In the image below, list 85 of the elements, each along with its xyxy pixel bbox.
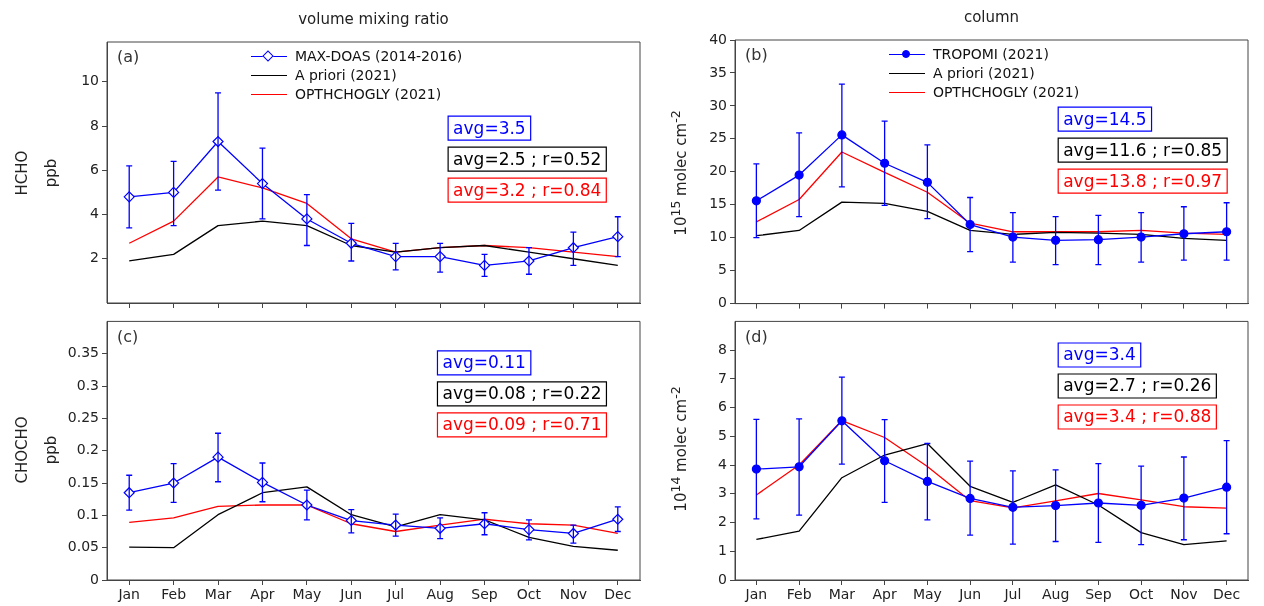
y-tick-label: 10: [81, 72, 99, 89]
chart-title: volume mixing ratio: [298, 10, 449, 28]
x-tick-label: Apr: [250, 586, 275, 603]
x-tick-label: Mar: [204, 586, 232, 603]
y-tick-label: 0: [90, 570, 99, 587]
y-tick-label: 0.1: [76, 505, 99, 522]
annotation: avg=3.5: [453, 117, 526, 138]
legend-label: OPTHCHOGLY (2021): [294, 85, 442, 105]
annotation: avg=2.7 ; r=0.26: [1063, 375, 1212, 396]
annotation: avg=11.6 ; r=0.85: [1063, 139, 1223, 160]
y-axis-title: ppb: [42, 158, 60, 187]
y-tick-label: 30: [709, 96, 727, 113]
annotation: (c): [117, 326, 139, 346]
y-tick-label: 7: [718, 369, 727, 386]
annotation: (a): [117, 47, 140, 67]
text: HCHO: [13, 150, 31, 195]
y-tick-label: 15: [709, 195, 727, 212]
chart-title: column: [963, 8, 1020, 26]
y-tick-label: 0.3: [76, 376, 99, 393]
x-tick-label: Aug: [1041, 586, 1070, 603]
y-tick-label: 0.35: [67, 344, 99, 361]
y-tick-label: 4: [718, 455, 728, 472]
annotation: avg=13.8 ; r=0.97: [1063, 170, 1223, 191]
y-tick-label: 8: [718, 340, 727, 357]
y-tick-label: 10: [709, 228, 727, 245]
y-tick-label: 0.25: [67, 409, 99, 426]
annotation: (d): [745, 326, 768, 346]
x-tick-label: Feb: [161, 586, 187, 603]
annotation: avg=0.11: [442, 352, 526, 373]
x-tick-label: Jan: [744, 586, 768, 603]
x-tick-label: Dec: [1213, 586, 1241, 603]
annotation: avg=0.08 ; r=0.22: [442, 383, 602, 404]
x-tick-label: May: [292, 586, 322, 603]
x-tick-label: Nov: [559, 586, 588, 603]
x-tick-label: May: [912, 586, 942, 603]
y-tick-label: 4: [90, 205, 100, 222]
x-tick-label: Nov: [1170, 586, 1198, 603]
y-tick-label: 35: [709, 63, 727, 80]
y-tick-label: 6: [718, 398, 728, 415]
x-tick-label: Aug: [426, 586, 454, 603]
annotation: avg=0.09 ; r=0.71: [442, 414, 602, 435]
legend-label: TROPOMI (2021): [932, 45, 1049, 65]
x-tick-label: Sep: [471, 586, 498, 603]
legend-label: A priori (2021): [294, 66, 397, 86]
x-tick-label: Jul: [386, 586, 405, 603]
y-tick-label: 0: [718, 294, 727, 311]
y-tick-label: 3: [718, 484, 727, 501]
point: [922, 476, 932, 487]
annotation: avg=3.4 ; r=0.88: [1063, 406, 1212, 427]
x-tick-label: Jan: [117, 586, 141, 603]
x-tick-label: Oct: [516, 586, 542, 603]
legend-label: OPTHCHOGLY (2021): [932, 83, 1080, 103]
x-tick-label: Apr: [872, 586, 897, 603]
x-tick-label: Mar: [828, 586, 856, 603]
point: [1051, 500, 1061, 511]
y-tick-label: 40: [709, 30, 727, 47]
y-tick-label: 5: [718, 426, 727, 443]
annotation: avg=3.2 ; r=0.84: [453, 179, 602, 200]
y-axis-title: ppb: [42, 435, 60, 465]
annotation: avg=14.5: [1063, 108, 1147, 129]
y-tick-label: 2: [90, 249, 99, 266]
y-tick-label: 6: [90, 160, 100, 177]
legend-label: A priori (2021): [932, 64, 1035, 84]
x-tick-label: Jun: [339, 586, 363, 603]
x-tick-label: Jul: [1003, 586, 1022, 603]
legend-label: MAX-DOAS (2014-2016): [294, 47, 463, 67]
annotation: avg=3.4: [1063, 344, 1136, 365]
y-tick-label: 5: [718, 261, 727, 278]
y-tick-label: 0.2: [76, 441, 99, 458]
y-tick-label: 1: [718, 541, 727, 558]
y-tick-label: 0: [718, 570, 727, 587]
y-tick-label: 0.05: [67, 538, 99, 555]
y-tick-label: 8: [90, 116, 99, 133]
x-tick-label: Feb: [786, 586, 812, 603]
annotation: avg=2.5 ; r=0.52: [453, 148, 602, 169]
x-tick-label: Jun: [958, 586, 982, 603]
y-tick-label: 0.15: [67, 473, 99, 490]
y-tick-label: 2: [718, 513, 727, 530]
x-tick-label: Oct: [1129, 586, 1154, 603]
x-tick-label: Sep: [1085, 586, 1112, 603]
x-tick-label: Dec: [604, 586, 632, 603]
annotation: (b): [745, 45, 768, 65]
y-tick-label: 25: [709, 129, 727, 146]
text: CHOCHO: [13, 416, 31, 484]
y-tick-label: 20: [709, 162, 727, 179]
